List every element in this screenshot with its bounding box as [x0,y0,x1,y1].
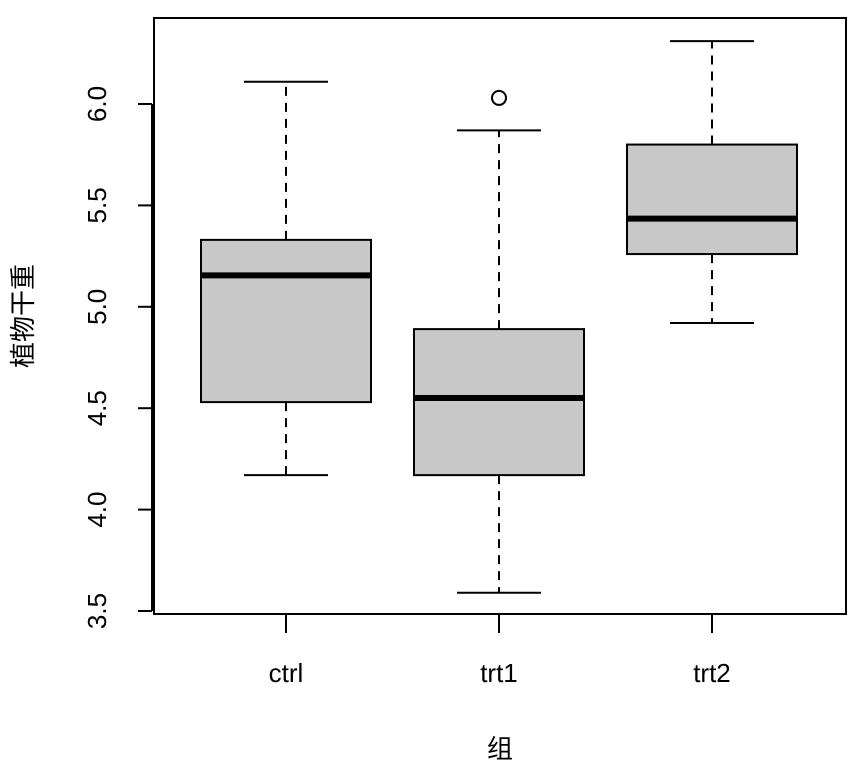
box-series [200,40,798,594]
box-ctrl [200,80,372,477]
x-tick-label: trt2 [693,658,731,688]
y-tick-label: 5.5 [82,187,112,223]
x-axis-label: 组 [487,735,513,765]
x-tick-label: trt1 [480,658,518,688]
y-tick-label: 6.0 [82,86,112,122]
box-trt2 [626,40,798,325]
y-axis-label: 植物干重 [9,264,39,368]
y-tick-label: 3.5 [82,593,112,629]
y-tick-label: 5.0 [82,289,112,325]
x-tick-label: ctrl [269,658,304,688]
iqr-box [200,238,372,404]
outlier-point [491,89,507,106]
iqr-box [626,143,798,256]
x-axis: ctrl trt1 trt2 [269,614,731,688]
y-axis: 3.5 4.0 4.5 5.0 5.5 6.0 [82,86,153,629]
iqr-box [413,328,585,477]
box-trt1 [413,89,585,594]
y-tick-label: 4.0 [82,492,112,528]
y-tick-label: 4.5 [82,390,112,426]
